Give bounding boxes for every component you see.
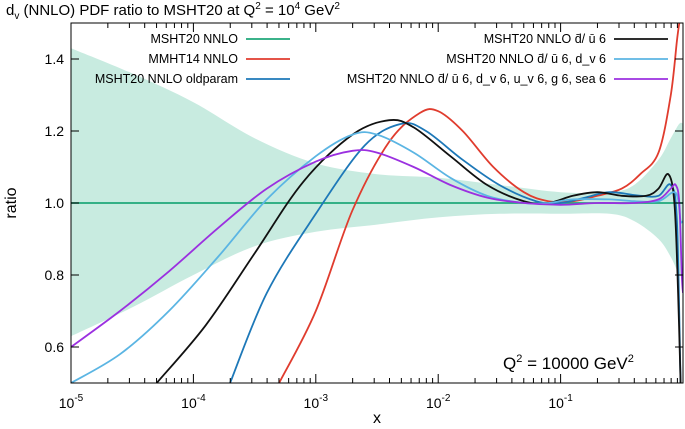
legend-label: MMHT14 NNLO: [148, 52, 238, 66]
series-line-5: [71, 149, 683, 348]
y-axis-title: ratio: [3, 187, 20, 218]
series-line-4: [71, 131, 683, 383]
x-axis: 10-5 10-4 10-3 10-2 10-1: [59, 23, 678, 411]
x-tick-label: 10-5: [59, 393, 84, 411]
x-tick-label: 10-1: [548, 393, 573, 411]
y-tick-label: 0.6: [45, 339, 65, 355]
y-tick-label: 1.0: [45, 195, 65, 211]
legend-label: MSHT20 NNLO: [150, 32, 238, 46]
legend-label: MSHT20 NNLO d̄/ ū 6, d_v 6: [446, 52, 606, 66]
legend-label: MSHT20 NNLO oldparam: [95, 72, 238, 86]
x-tick-label: 10-3: [304, 393, 329, 411]
series-layer: [71, 23, 683, 383]
legend-label: MSHT20 NNLO d̄/ ū 6, d_v 6, u_v 6, g 6, …: [347, 72, 606, 86]
legend-label: MSHT20 NNLO d̄/ ū 6: [484, 32, 606, 46]
series-line-2: [229, 122, 682, 383]
y-tick-label: 1.4: [45, 51, 65, 67]
y-axis: 0.6 0.8 1.0 1.2 1.4: [45, 51, 683, 355]
uncertainty-band: [71, 48, 683, 337]
x-tick-label: 10-4: [181, 393, 206, 411]
q2-annotation: Q2 = 10000 GeV2: [503, 353, 634, 373]
y-tick-label: 1.2: [45, 123, 65, 139]
x-axis-title: x: [373, 410, 381, 427]
x-tick-label: 10-2: [426, 393, 451, 411]
legend-left: MSHT20 NNLO MMHT14 NNLO MSHT20 NNLO oldpar…: [95, 32, 290, 86]
plot-area: [71, 23, 683, 383]
series-line-1: [278, 23, 681, 383]
legend-right: MSHT20 NNLO d̄/ ū 6 MSHT20 NNLO d̄/ ū 6, …: [347, 32, 668, 86]
y-tick-label: 0.8: [45, 267, 65, 283]
chart-title: dv (NNLO) PDF ratio to MSHT20 at Q2 = 10…: [6, 1, 340, 22]
